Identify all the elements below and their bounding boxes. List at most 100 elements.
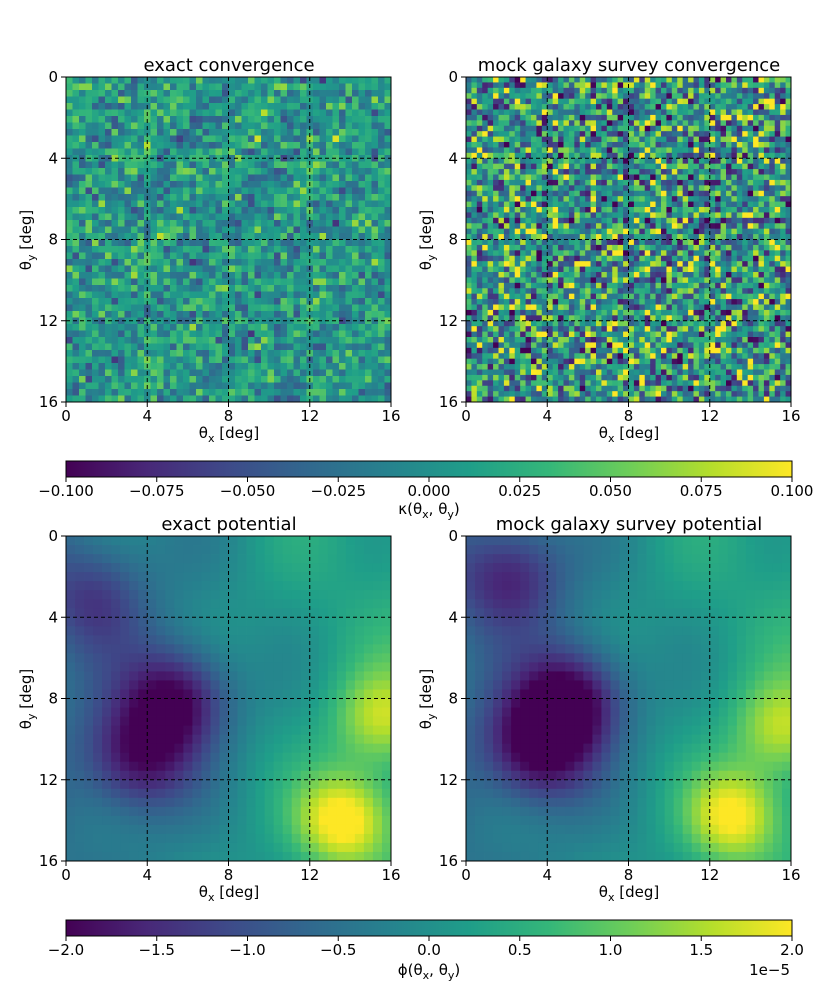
heatmap-cell [176,337,184,344]
heatmap-cell [293,181,301,188]
heatmap-cell [498,309,505,316]
heatmap-cell [157,200,164,208]
heatmap-cell [118,122,125,130]
heatmap-cell [85,194,93,201]
heatmap-cell [352,285,359,292]
heatmap-cell [601,131,608,137]
heatmap-cell [466,217,472,224]
heatmap-cell [596,190,602,197]
heatmap-cell [661,342,667,349]
heatmap-cell [558,244,564,251]
heatmap-cell [137,168,145,175]
heatmap-cell [189,129,197,136]
heatmap-cell [306,135,314,143]
heatmap-cell [514,201,521,208]
heatmap-cell [248,207,255,214]
heatmap-cell [677,250,684,257]
heatmap-cell [520,196,526,202]
heatmap-cell [183,103,190,110]
heatmap-cell [650,261,656,267]
heatmap-cell [98,161,106,169]
heatmap-cell [98,103,106,110]
heatmap-cell [222,265,229,273]
heatmap-cell [222,246,229,253]
heatmap-cell [248,96,255,104]
heatmap-cell [124,220,132,227]
heatmap-cell [248,77,255,84]
heatmap-cell [525,207,532,213]
heatmap-cell [639,380,646,387]
heatmap-cell [313,239,320,247]
heatmap-cell [274,213,281,221]
heatmap-cell [568,385,575,392]
heatmap-cell [541,244,548,251]
heatmap-cell [274,122,281,130]
heatmap-cell [487,396,494,403]
heatmap-cell [558,179,564,186]
heatmap-cell [498,201,505,208]
heatmap-cell [118,142,125,149]
heatmap-cell [541,304,548,311]
heatmap-cell [261,174,268,182]
heatmap-cell [261,135,268,143]
heatmap-cell [590,250,597,257]
heatmap-cell [248,122,255,130]
heatmap-cell [466,293,472,300]
heatmap-cell [541,212,548,219]
heatmap-cell [365,369,372,377]
heatmap-cell [157,233,164,240]
heatmap-cell [131,304,138,312]
heatmap-cell [339,324,346,331]
heatmap-cell [574,282,581,289]
heatmap-cell [222,337,229,344]
heatmap-cell [352,259,359,266]
heatmap-cell [585,93,591,100]
heatmap-cell [293,311,301,318]
heatmap-cell [352,246,359,253]
heatmap-cell [617,212,624,219]
heatmap-cell [487,82,494,89]
heatmap-cell [111,246,119,253]
heatmap-cell [319,129,327,136]
heatmap-cell [274,278,281,286]
heatmap-cell [378,363,385,370]
heatmap-cell [520,163,526,170]
heatmap-cell [228,265,236,273]
heatmap-cell [118,278,125,286]
heatmap-cell [579,228,586,235]
heatmap-cell [498,217,505,224]
heatmap-cell [628,337,635,343]
heatmap-cell [183,200,190,208]
heatmap-cell [215,239,223,247]
heatmap-cell [471,396,478,403]
heatmap-cell [471,77,478,83]
heatmap-cell [235,207,242,214]
heatmap-cell [306,337,314,344]
heatmap-cell [326,291,333,299]
heatmap-cell [124,395,132,403]
heatmap-cell [228,311,236,318]
heatmap-cell [574,385,581,392]
heatmap-cell [547,358,554,365]
heatmap-cell [300,181,307,188]
heatmap-cell [378,291,385,299]
heatmap-cell [137,350,145,357]
heatmap-cell [568,342,575,349]
heatmap-cell [170,213,177,221]
heatmap-cell [170,298,177,305]
heatmap-cell [313,265,320,273]
heatmap-cell [358,168,366,175]
heatmap-cell [574,109,581,116]
heatmap-cell [536,337,543,343]
heatmap-cell [92,83,99,91]
heatmap-cell [552,93,559,100]
heatmap-cell [498,190,505,197]
heatmap-cell [358,246,366,253]
heatmap-cell [157,116,164,123]
heatmap-cell [189,96,197,104]
heatmap-cell [352,343,359,351]
heatmap-cell [235,116,242,123]
heatmap-cell [280,363,288,370]
heatmap-cell [287,109,294,117]
heatmap-cell [293,207,301,214]
